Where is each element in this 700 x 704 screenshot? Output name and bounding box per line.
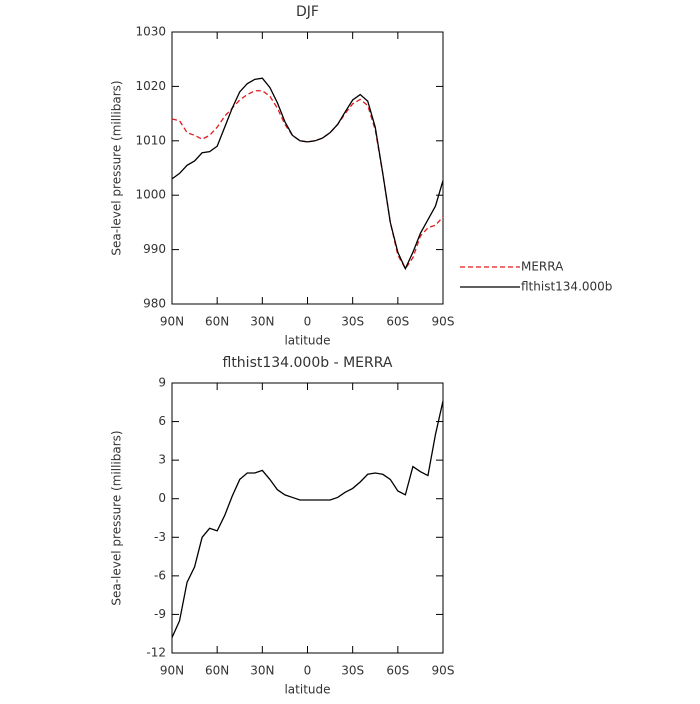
x-tick-label: 30S: [341, 315, 364, 329]
y-tick-label: 3: [158, 453, 166, 467]
x-tick-label: 90S: [432, 315, 455, 329]
y-tick-label: 1000: [135, 188, 166, 202]
x-tick-label: 90N: [160, 664, 184, 678]
x-tick-label: 60S: [386, 315, 409, 329]
x-tick-label: 90N: [160, 315, 184, 329]
y-tick-label: -6: [154, 568, 166, 582]
x-tick-label: 60S: [386, 664, 409, 678]
plot-frame: [171, 382, 444, 654]
x-tick-label: 30S: [341, 664, 364, 678]
y-tick-label: -9: [154, 607, 166, 621]
y-axis-label: Sea-level pressure (millibars): [110, 430, 124, 605]
x-tick-label: 0: [304, 315, 312, 329]
y-tick-label: 1010: [135, 133, 166, 147]
data-line: [171, 400, 444, 638]
y-tick-label: -3: [154, 530, 166, 544]
y-tick-label: 9: [158, 376, 166, 390]
data-line: [171, 90, 444, 270]
x-tick-label: 60N: [205, 315, 229, 329]
chart-title: DJF: [296, 4, 319, 20]
y-tick-label: 6: [158, 414, 166, 428]
y-tick-label: 0: [158, 491, 166, 505]
x-tick-label: 60N: [205, 664, 229, 678]
x-tick-label: 0: [304, 664, 312, 678]
y-tick-label: 980: [143, 297, 166, 311]
y-tick-label: 990: [143, 242, 166, 256]
x-axis-label: latitude: [284, 334, 330, 348]
y-tick-label: 1030: [135, 25, 166, 39]
y-tick-label: 1020: [135, 79, 166, 93]
x-axis-label: latitude: [284, 683, 330, 697]
data-line: [171, 77, 444, 271]
x-tick-label: 30N: [250, 315, 274, 329]
legend-label: MERRA: [521, 260, 564, 274]
chart-title: flthist134.000b - MERRA: [223, 355, 393, 371]
y-axis-label: Sea-level pressure (millibars): [110, 80, 124, 255]
x-tick-label: 30N: [250, 664, 274, 678]
legend-label: flthist134.000b: [521, 280, 612, 294]
y-tick-label: -12: [146, 646, 166, 660]
x-tick-label: 90S: [432, 664, 455, 678]
